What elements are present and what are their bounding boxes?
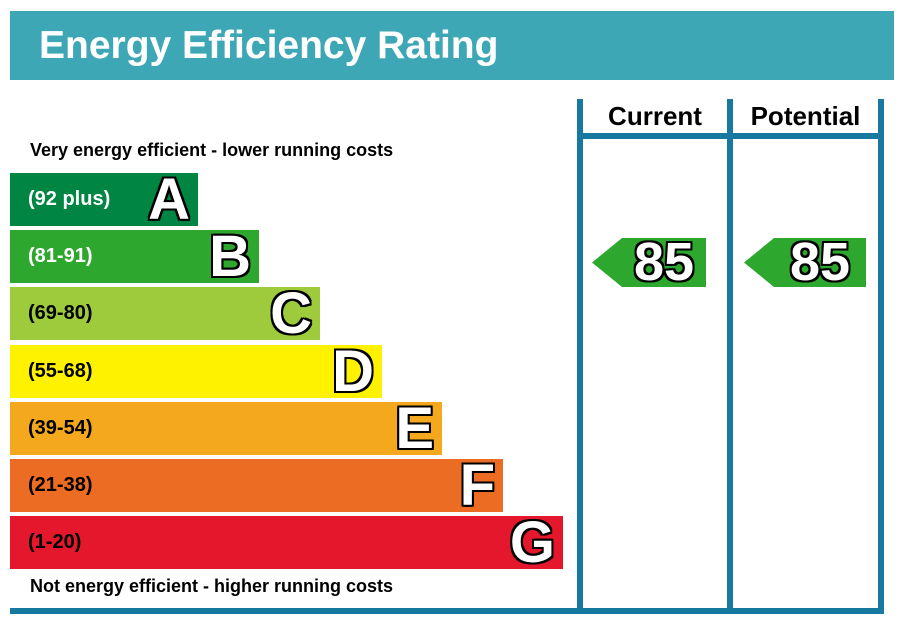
band-range-label: (69-80) [28, 302, 93, 324]
bottom-note: Not energy efficient - higher running co… [30, 576, 394, 596]
band-row-d: (55-68) D [10, 339, 382, 404]
band-row-e: (39-54) E [10, 396, 442, 461]
column-header-current: Current [608, 101, 702, 131]
table-column-divider [727, 99, 733, 614]
page-title: Energy Efficiency Rating [39, 23, 499, 67]
band-row-c: (69-80) C [10, 281, 320, 346]
current-rating-arrow: 85 [592, 238, 706, 287]
table-header-underline [577, 133, 884, 139]
band-letter: B [209, 224, 251, 289]
band-letter: E [395, 396, 434, 461]
table-border-left [577, 99, 583, 614]
current-rating-value: 85 [633, 232, 695, 292]
band-range-label: (92 plus) [28, 188, 111, 210]
band-range-label: (21-38) [28, 474, 93, 496]
band-row-f: (21-38) F [10, 453, 503, 518]
top-note: Very energy efficient - lower running co… [30, 140, 394, 160]
band-range-label: (1-20) [28, 531, 82, 553]
chart-bottom-rule [10, 608, 884, 614]
band-range-label: (55-68) [28, 360, 93, 382]
band-letter: D [332, 339, 374, 404]
band-row-b: (81-91) B [10, 224, 259, 289]
header-banner: Energy Efficiency Rating [10, 11, 894, 80]
band-row-g: (1-20) G [10, 510, 563, 575]
band-letter: C [270, 281, 312, 346]
band-row-a: (92 plus) A [10, 167, 198, 232]
table-border-right [878, 99, 884, 614]
band-letter: A [148, 167, 190, 232]
band-range-label: (81-91) [28, 245, 93, 267]
band-letter: F [459, 453, 495, 518]
band-range-label: (39-54) [28, 417, 93, 439]
potential-rating-arrow: 85 [744, 238, 866, 287]
band-letter: G [509, 510, 555, 575]
column-header-potential: Potential [750, 101, 861, 131]
potential-rating-value: 85 [789, 232, 851, 292]
